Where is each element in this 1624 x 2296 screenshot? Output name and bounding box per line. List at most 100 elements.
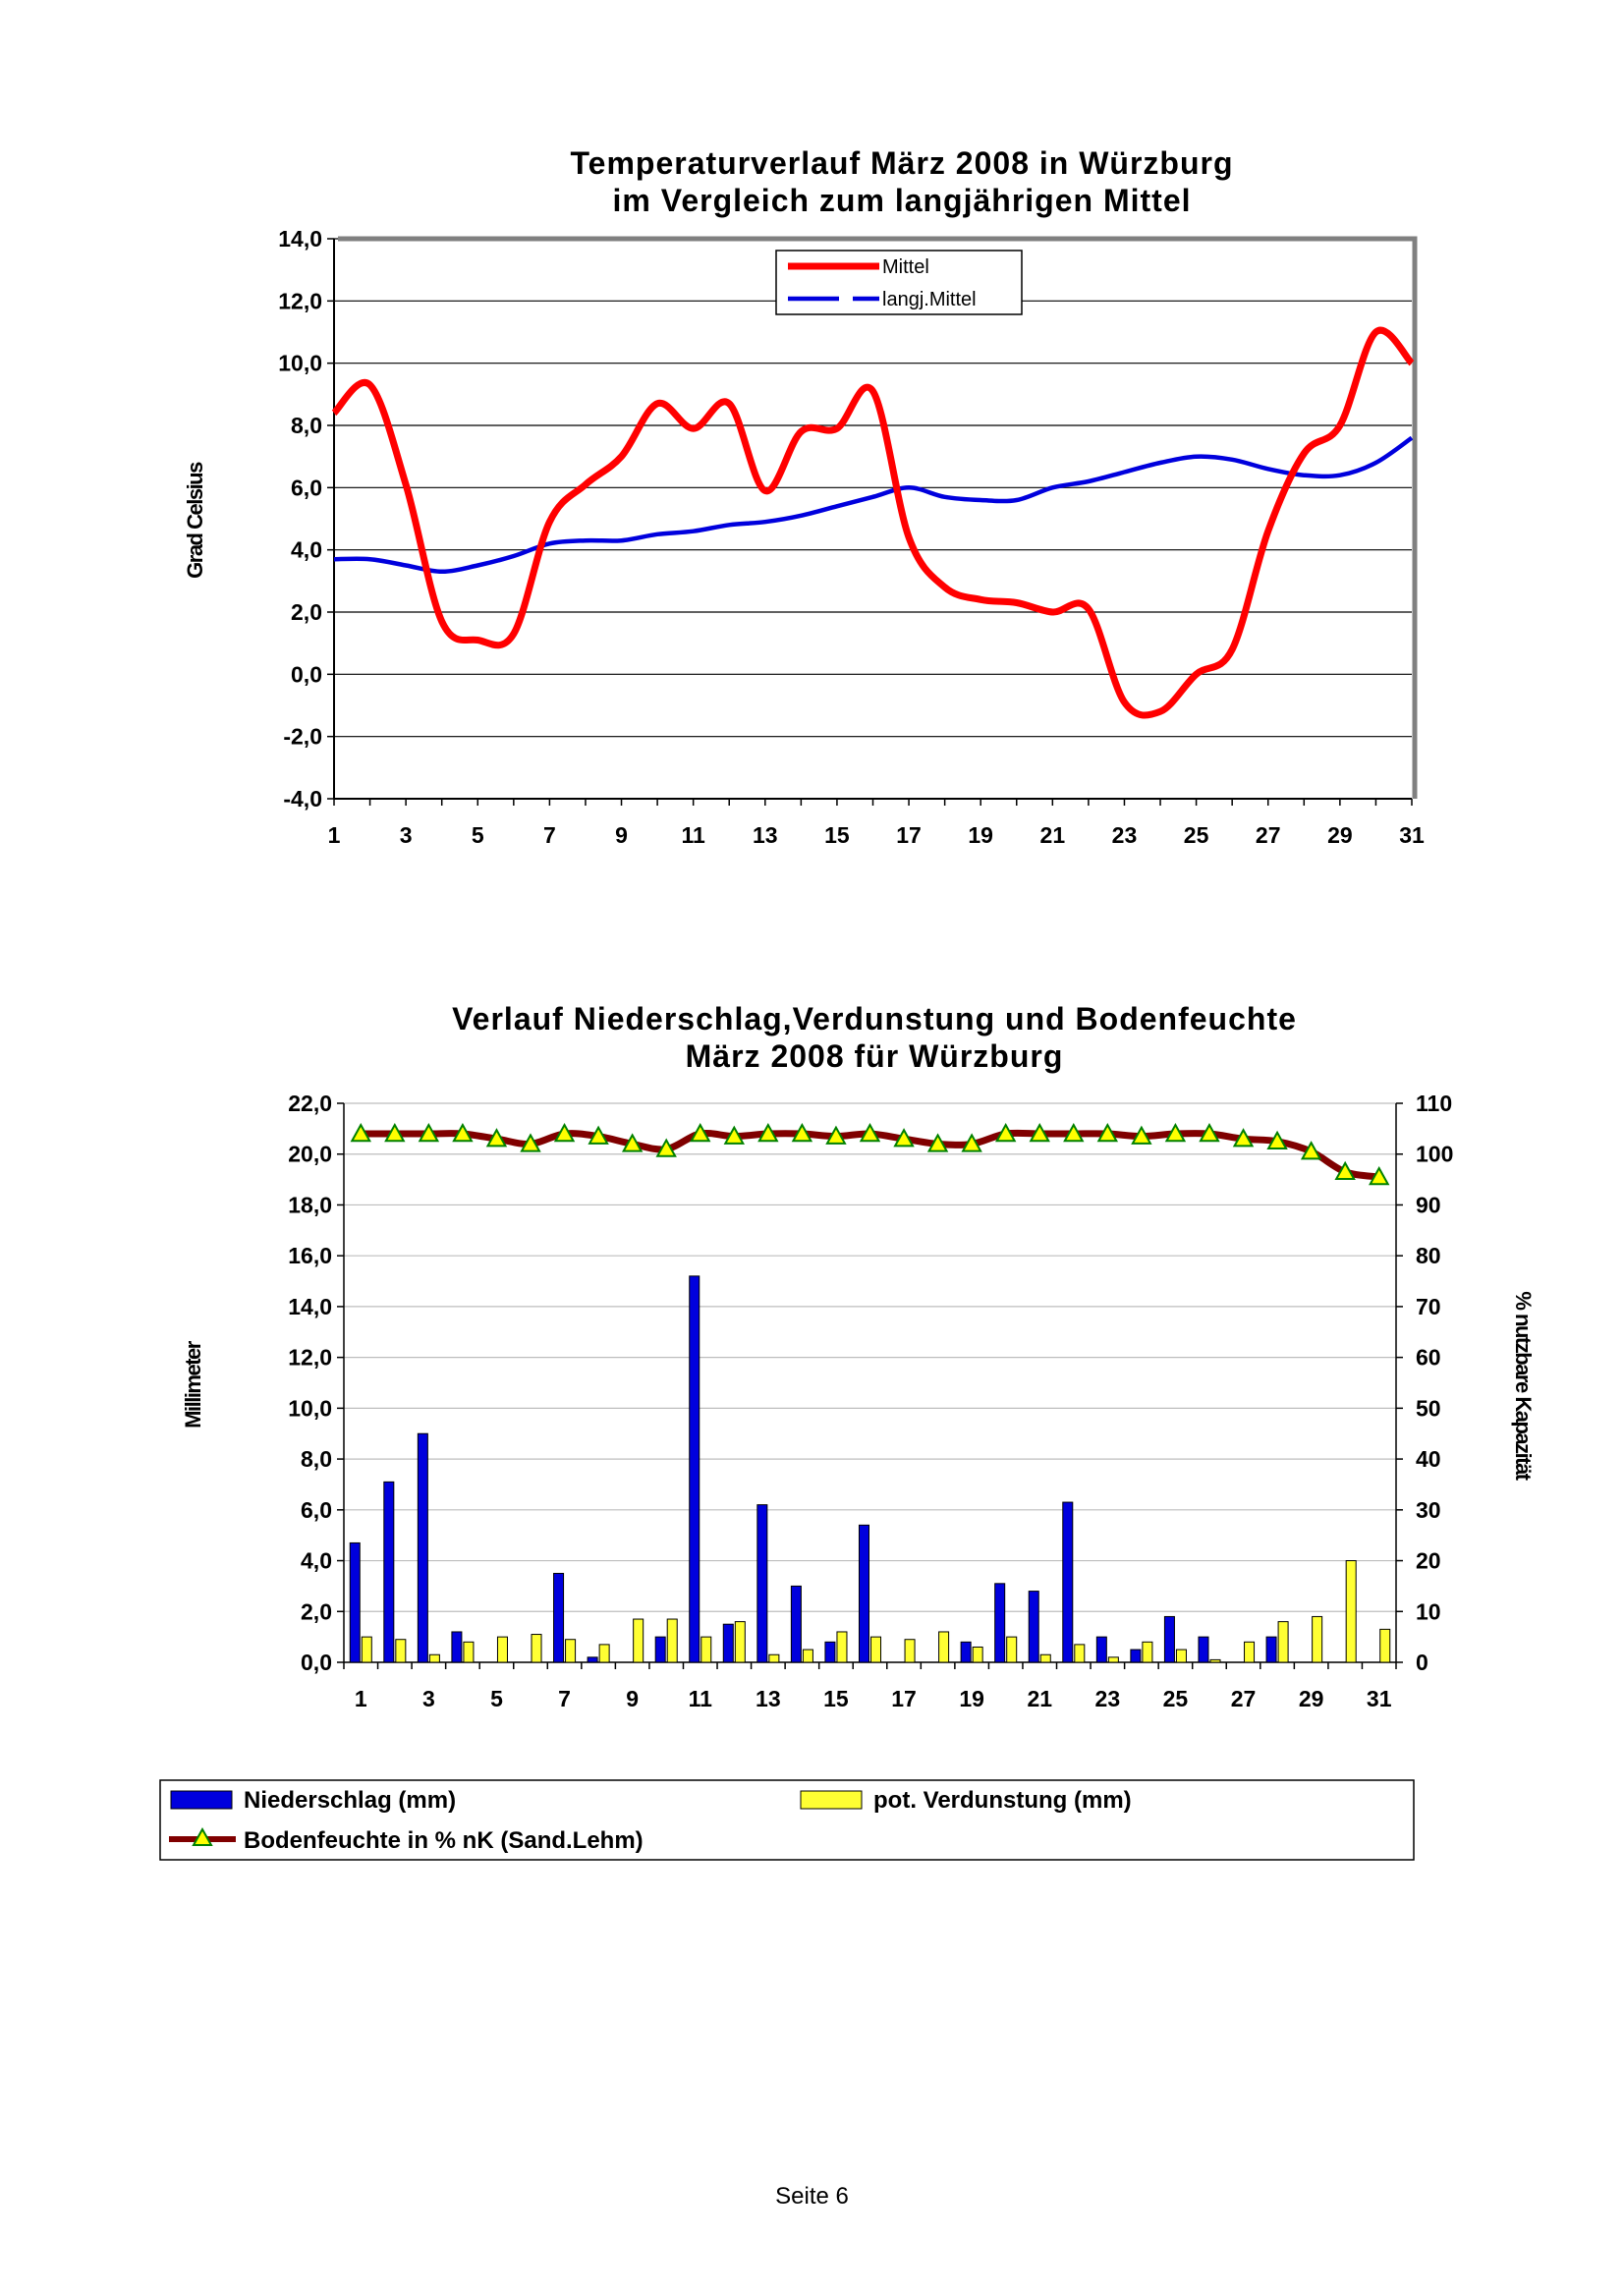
bodenfeuchte-marker <box>1199 1122 1220 1143</box>
chart1-x-tick-label: 1 <box>328 822 341 848</box>
legend-langj-label: langj.Mittel <box>882 289 977 310</box>
chart2-y2-tick-label: 80 <box>1416 1243 1441 1268</box>
bar-verdunstung <box>1175 1649 1187 1663</box>
bodenfeuchte-marker <box>994 1122 1017 1143</box>
chart2-y2-tick-label: 50 <box>1416 1395 1441 1421</box>
bar-niederschlag <box>451 1631 463 1663</box>
chart2-x-tick-label: 11 <box>689 1686 713 1711</box>
chart1-x-tick-label: 23 <box>1112 822 1138 848</box>
bar-verdunstung <box>768 1653 780 1663</box>
bodenfeuchte-marker <box>418 1122 440 1143</box>
bodenfeuchte-marker <box>1300 1141 1322 1160</box>
bodenfeuchte-marker <box>655 1138 677 1157</box>
bar-niederschlag <box>417 1432 428 1663</box>
temperature-chart: Temperaturverlauf März 2008 in Würzburg … <box>183 145 1425 848</box>
bar-niederschlag <box>722 1623 734 1663</box>
bar-verdunstung <box>1277 1621 1289 1663</box>
bar-verdunstung <box>1074 1644 1086 1663</box>
bar-verdunstung <box>836 1631 848 1663</box>
bar-verdunstung <box>1345 1560 1357 1663</box>
bar-niederschlag <box>858 1524 869 1663</box>
chart2-y-tick-label: 2,0 <box>301 1598 332 1624</box>
bar-verdunstung <box>1006 1636 1018 1663</box>
bodenfeuchte-marker <box>485 1128 508 1148</box>
bar-niederschlag <box>790 1585 802 1663</box>
legend-bodenfeuchte-label: Bodenfeuchte in % nK (Sand.Lehm) <box>244 1827 644 1854</box>
bodenfeuchte-marker <box>859 1122 881 1143</box>
chart2-y2-tick-label: 90 <box>1416 1192 1441 1217</box>
chart2-x-tick-label: 27 <box>1231 1686 1257 1711</box>
bar-verdunstung <box>565 1639 577 1663</box>
legend-verdunstung-label: pot. Verdunstung (mm) <box>873 1787 1132 1814</box>
legend-niederschlag-label: Niederschlag (mm) <box>244 1787 456 1814</box>
chart1-legend-box <box>775 250 1023 315</box>
chart2-x-tick-label: 21 <box>1027 1686 1052 1711</box>
bodenfeuchte-marker <box>961 1133 982 1152</box>
bodenfeuchte-marker <box>1096 1122 1119 1143</box>
chart2-title-line1: Verlauf Niederschlag,Verdunstung und Bod… <box>452 1001 1297 1036</box>
bar-niederschlag <box>654 1636 666 1663</box>
bar-verdunstung <box>1142 1641 1153 1663</box>
bodenfeuchte-marker <box>926 1133 949 1152</box>
chart1-x-tick-label: 31 <box>1399 822 1425 848</box>
bar-niederschlag <box>1265 1636 1277 1663</box>
bar-verdunstung <box>1244 1641 1256 1663</box>
bodenfeuchte-marker <box>553 1122 576 1143</box>
chart2-x-tick-label: 1 <box>355 1686 367 1711</box>
legend-niederschlag-swatch <box>170 1790 233 1810</box>
bar-verdunstung <box>904 1639 916 1663</box>
bodenfeuchte-marker <box>1232 1128 1255 1148</box>
chart2-y2-tick-label: 70 <box>1416 1294 1441 1319</box>
chart1-y-tick-label: 14,0 <box>278 226 322 252</box>
chart1-x-tick-label: 9 <box>615 822 628 848</box>
bodenfeuchte-marker <box>384 1122 406 1143</box>
chart1-y-tick-label: -2,0 <box>283 724 322 750</box>
chart2-y-tick-label: 14,0 <box>288 1294 332 1319</box>
chart2-x-tick-label: 13 <box>756 1686 781 1711</box>
chart2-x-tick-label: 29 <box>1299 1686 1324 1711</box>
chart2-legend-box <box>159 1779 1415 1861</box>
chart1-x-tick-label: 11 <box>682 822 706 848</box>
bodenfeuchte-marker <box>588 1125 609 1145</box>
chart2-x-tick-label: 23 <box>1095 1686 1121 1711</box>
chart2-y-tick-label: 10,0 <box>288 1395 332 1421</box>
bar-niederschlag <box>1095 1636 1107 1663</box>
bar-verdunstung <box>633 1618 644 1663</box>
bar-niederschlag <box>824 1641 836 1663</box>
bodenfeuchte-marker <box>757 1122 779 1143</box>
bar-verdunstung <box>428 1653 440 1663</box>
chart2-y-tick-label: 20,0 <box>288 1142 332 1167</box>
bar-verdunstung <box>1107 1656 1119 1663</box>
bodenfeuchte-marker <box>893 1128 915 1148</box>
bar-verdunstung <box>361 1636 372 1663</box>
bar-verdunstung <box>496 1636 508 1663</box>
bar-niederschlag <box>349 1541 361 1663</box>
legend-bodenfeuchte-swatch-marker <box>192 1826 213 1846</box>
chart2-y-tick-label: 0,0 <box>301 1650 332 1675</box>
legend-mittel-label: Mittel <box>882 256 929 278</box>
bar-verdunstung <box>938 1631 950 1663</box>
bar-verdunstung <box>870 1636 882 1663</box>
bodenfeuchte-marker <box>825 1125 847 1145</box>
bar-verdunstung <box>734 1621 746 1663</box>
bar-niederschlag <box>587 1656 598 1663</box>
chart1-y-tick-label: 10,0 <box>278 351 322 376</box>
chart1-x-tick-label: 5 <box>472 822 484 848</box>
bodenfeuchte-marker <box>1369 1165 1390 1186</box>
bar-verdunstung <box>598 1644 610 1663</box>
bodenfeuchte-marker <box>723 1125 746 1145</box>
bar-niederschlag <box>994 1583 1006 1663</box>
bar-verdunstung <box>1379 1628 1391 1663</box>
chart2-y-tick-label: 8,0 <box>301 1446 332 1472</box>
chart1-plot-frame <box>338 236 1418 799</box>
chart1-x-tick-label: 25 <box>1184 822 1209 848</box>
chart2-y2-tick-label: 0 <box>1416 1650 1428 1675</box>
chart2-y2-tick-label: 110 <box>1416 1091 1452 1116</box>
bar-niederschlag <box>756 1504 768 1663</box>
chart2-x-tick-label: 5 <box>490 1686 503 1711</box>
chart2-y-tick-label: 6,0 <box>301 1497 332 1523</box>
series-mittel-line <box>331 326 1415 719</box>
chart1-y-tick-label: 2,0 <box>291 599 322 625</box>
bar-verdunstung <box>531 1634 542 1663</box>
bar-niederschlag <box>553 1572 565 1663</box>
